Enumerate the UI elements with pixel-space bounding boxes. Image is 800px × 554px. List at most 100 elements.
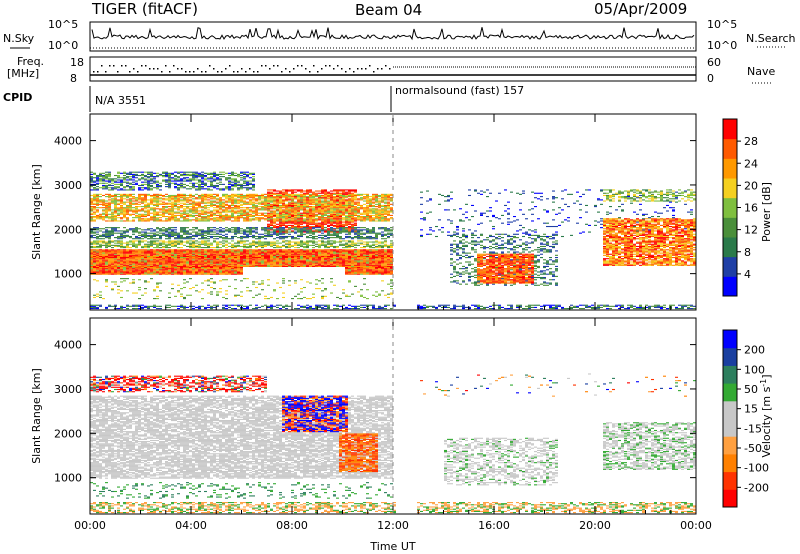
power-cell xyxy=(123,203,126,204)
power-cell xyxy=(222,189,225,190)
power-cell xyxy=(177,261,180,262)
power-cell xyxy=(231,200,234,201)
power-cell xyxy=(198,266,201,267)
power-cell xyxy=(297,227,300,228)
power-cell xyxy=(240,257,243,258)
power-cell xyxy=(198,274,201,275)
power-cell xyxy=(120,306,123,307)
power-cell xyxy=(303,232,306,233)
power-cell xyxy=(171,260,174,261)
power-cell xyxy=(156,267,159,268)
power-cell xyxy=(162,274,165,275)
power-cell xyxy=(252,174,255,175)
power-cell xyxy=(270,212,273,213)
power-cell xyxy=(246,195,249,196)
power-cell xyxy=(198,256,201,257)
power-cell xyxy=(108,172,111,173)
power-cell xyxy=(156,271,159,272)
power-cell xyxy=(117,264,120,265)
power-cell xyxy=(177,179,180,180)
power-cell xyxy=(183,208,186,209)
power-cell xyxy=(231,175,234,176)
power-cell xyxy=(228,182,231,183)
power-cell xyxy=(303,214,306,215)
power-cell xyxy=(309,190,312,191)
power-cell xyxy=(279,219,282,220)
power-cell xyxy=(156,286,159,287)
power-cell xyxy=(216,305,219,306)
power-cell xyxy=(168,210,171,211)
power-cell xyxy=(150,240,153,241)
power-cell xyxy=(108,216,111,217)
power-cell xyxy=(108,241,111,242)
power-cell xyxy=(102,264,105,265)
power-cell xyxy=(105,246,108,247)
power-cell xyxy=(309,254,312,255)
power-cell xyxy=(129,172,132,173)
power-cell xyxy=(153,234,156,235)
power-cell xyxy=(132,194,135,195)
power-cell xyxy=(270,263,273,264)
power-cell xyxy=(207,256,210,257)
power-cell xyxy=(150,264,153,265)
power-cell xyxy=(108,227,111,228)
power-cell xyxy=(108,244,111,245)
power-cell xyxy=(120,274,123,275)
power-cell xyxy=(234,268,237,269)
power-cell xyxy=(117,246,120,247)
power-cell xyxy=(228,173,231,174)
power-cell xyxy=(120,264,123,265)
power-cell xyxy=(231,186,234,187)
power-cell xyxy=(249,250,252,251)
power-cell xyxy=(303,199,306,200)
power-cell xyxy=(294,232,297,233)
power-cell xyxy=(168,273,171,274)
power-cell xyxy=(105,204,108,205)
power-cell xyxy=(114,186,117,187)
power-cell xyxy=(162,209,165,210)
power-cell xyxy=(165,238,168,239)
power-cell xyxy=(285,256,288,257)
power-cell xyxy=(279,196,282,197)
power-cell xyxy=(231,266,234,267)
power-cell xyxy=(198,206,201,207)
power-cell xyxy=(306,247,309,248)
power-cell xyxy=(96,258,99,259)
power-cell xyxy=(270,192,273,193)
power-cell xyxy=(312,263,315,264)
power-cell xyxy=(309,249,312,250)
power-cell xyxy=(225,202,228,203)
power-cell xyxy=(243,218,246,219)
power-cell xyxy=(297,253,300,254)
power-cell xyxy=(270,257,273,258)
power-cell xyxy=(111,188,114,189)
power-cell xyxy=(237,188,240,189)
power-cell xyxy=(129,184,132,185)
power-cell xyxy=(177,177,180,178)
power-cell xyxy=(156,188,159,189)
power-cell xyxy=(207,246,210,247)
power-cell xyxy=(186,251,189,252)
power-cell xyxy=(162,255,165,256)
power-cell xyxy=(141,198,144,199)
power-cell xyxy=(291,265,294,266)
power-cell xyxy=(297,203,300,204)
power-cell xyxy=(240,205,243,206)
power-cell xyxy=(168,195,171,196)
power-cell xyxy=(195,207,198,208)
power-cell xyxy=(144,274,147,275)
power-cell xyxy=(267,266,270,267)
power-cell xyxy=(237,274,240,275)
power-cell xyxy=(111,273,114,274)
power-cell xyxy=(294,253,297,254)
power-cell xyxy=(213,214,216,215)
power-cell xyxy=(303,220,306,221)
power-cell xyxy=(240,241,243,242)
power-cell xyxy=(222,271,225,272)
power-cell xyxy=(108,254,111,255)
freq-point xyxy=(189,71,191,73)
power-cell xyxy=(252,266,255,267)
power-cell xyxy=(222,240,225,241)
power-cell xyxy=(225,308,228,309)
power-cell xyxy=(177,184,180,185)
